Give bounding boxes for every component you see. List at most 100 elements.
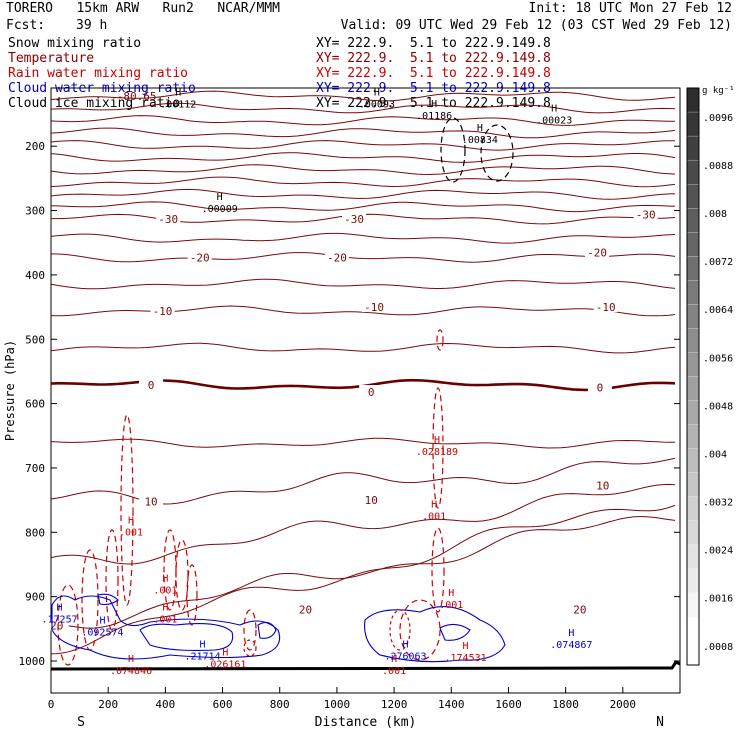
y-tick-label: 300 [25,205,45,218]
maximum-marker: H [431,499,437,510]
x-tick-label: 400 [155,698,175,711]
isotherm-label-bg [633,207,658,220]
maximum-value: .174531 [444,653,486,664]
maximum-marker: H [217,192,223,203]
colorbar-tick-label: .0032 [703,498,733,509]
colorbar-tick-label: .004 [703,449,727,460]
temperature-isotherm [50,232,676,244]
colorbar-cell [686,135,700,161]
colorbar-tick-label: .008 [703,209,727,220]
maximum-value: .026161 [204,659,246,670]
y-tick-label: 1000 [19,655,46,668]
temperature-isotherm [50,140,675,151]
y-tick-label: 400 [25,269,45,282]
temperature-isotherm [50,342,676,354]
forecast-hour: 39 h [76,18,108,33]
temperature-isotherm [50,252,676,263]
colorbar-cell [686,592,700,618]
x-axis-label: Distance (km) [315,715,417,730]
maximum-marker: H [477,123,483,134]
colorbar-tick-label: .0064 [703,305,733,316]
colorbar-cell [686,280,700,306]
colorbar-cell [686,232,700,257]
colorbar-cell [686,616,700,642]
temperature-isotherm [50,176,676,188]
maximum-value: .001 [422,511,446,522]
x-tick-label: 800 [270,698,290,711]
cloud-water-contour [139,623,234,651]
y-tick-label: 600 [25,398,45,411]
maximum-value: .17257 [42,614,78,625]
isotherm-label: -10 [153,305,173,318]
isotherm-label-bg [590,478,615,491]
maximum-value: .00009 [202,204,238,215]
maximum-marker: H [57,602,63,613]
isotherm-label: 0 [368,386,375,399]
temperature-isotherm [50,102,676,114]
colorbar-tick-label: .0072 [703,257,733,268]
y-tick-label: 500 [25,333,45,346]
colorbar-cell [686,87,700,113]
x-axis-north-label: N [656,715,664,730]
isotherm-label: 10 [365,494,378,507]
maximum-marker: H [128,654,134,665]
rain-contour [175,539,189,611]
maximum-value: .001 [119,528,143,539]
rain-contour [432,387,444,509]
colorbar-cell [686,544,700,570]
x-tick-label: 0 [48,698,55,711]
colorbar-tick-label: .0024 [703,546,733,557]
isotherm-label-bg [139,377,164,390]
maximum-marker: H [162,573,168,584]
isotherm-label-bg [156,211,181,224]
isotherm-label: 0 [148,379,155,392]
colorbar-cell [686,520,700,546]
maximum-value: .276063 [384,652,426,663]
maximum-marker: H [568,628,574,639]
maximum-marker: H [99,615,105,626]
y-axis-label: Pressure (hPa) [3,340,17,441]
x-axis-south-label: S [77,715,85,730]
isotherm-label-bg [587,380,612,393]
y-tick-label: 200 [25,140,45,153]
colorbar-cell [686,328,700,354]
maximum-value: .001 [153,585,177,596]
colorbar-cell [686,376,700,402]
isotherm-label-bg [342,211,367,224]
x-tick-label: 1200 [381,698,408,711]
isotherm-label-bg [139,494,164,507]
rain-contour [186,564,198,626]
y-tick-label: 800 [25,526,45,539]
isotherm-label-bg [150,303,175,316]
ice-contour [480,124,514,182]
colorbar-cell [686,448,700,474]
x-tick-label: 1600 [495,698,522,711]
x-tick-label: 1800 [552,698,579,711]
temperature-isotherm [50,188,676,200]
isotherm-label: -20 [327,252,347,265]
colorbar-cell [686,424,700,450]
isotherm-label-bg [44,618,69,631]
maximum-value: .001 [153,614,177,625]
y-tick-label: 700 [25,462,45,475]
isotherm-label-bg [187,250,212,263]
y-tick-label: 900 [25,591,45,604]
temperature-isotherm [50,164,676,176]
isotherm-label-bg [567,602,592,615]
model-title: TORERO 15km ARW Run2 NCAR/MMM [6,1,280,16]
temperature-isotherm [50,90,676,102]
isotherm-label: -20 [587,246,607,259]
temperature-isotherm [50,278,676,290]
isotherm-label: 10 [596,479,609,492]
rain-contour [243,609,257,651]
colorbar-cell [686,640,700,666]
rain-contour [57,584,79,666]
colorbar-cell [686,184,700,209]
colorbar-frame [686,87,700,666]
maximum-marker: H [448,588,454,599]
rain-contour [163,529,177,611]
colorbar-cell [686,111,700,137]
cloud-water-contour [439,623,471,641]
maximum-value: .00023 [536,116,572,127]
